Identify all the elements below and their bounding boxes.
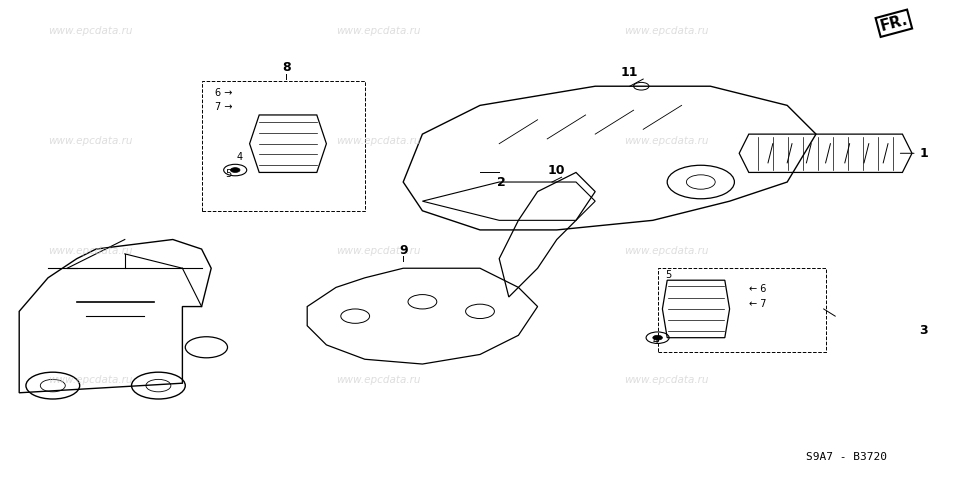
Text: 5: 5 xyxy=(665,270,672,280)
Text: www.epcdata.ru: www.epcdata.ru xyxy=(624,136,708,146)
Text: www.epcdata.ru: www.epcdata.ru xyxy=(624,246,708,256)
Bar xyxy=(658,268,826,352)
Text: www.epcdata.ru: www.epcdata.ru xyxy=(48,25,132,35)
Text: 8: 8 xyxy=(282,60,290,74)
Bar xyxy=(202,81,365,211)
Text: 4: 4 xyxy=(653,336,659,346)
Text: ← 6: ← 6 xyxy=(749,284,766,294)
Text: www.epcdata.ru: www.epcdata.ru xyxy=(48,246,132,256)
Text: 2: 2 xyxy=(497,175,506,189)
Text: 3: 3 xyxy=(920,324,928,337)
Text: www.epcdata.ru: www.epcdata.ru xyxy=(336,25,420,35)
Text: S9A7 - B3720: S9A7 - B3720 xyxy=(806,452,887,462)
Text: 5: 5 xyxy=(226,169,232,179)
Text: www.epcdata.ru: www.epcdata.ru xyxy=(624,375,708,385)
Text: 9: 9 xyxy=(399,243,407,257)
Text: 6 →: 6 → xyxy=(215,88,232,98)
Text: 7 →: 7 → xyxy=(215,102,232,112)
Text: FR.: FR. xyxy=(878,12,909,34)
Text: www.epcdata.ru: www.epcdata.ru xyxy=(336,136,420,146)
Circle shape xyxy=(230,168,240,172)
Text: www.epcdata.ru: www.epcdata.ru xyxy=(336,246,420,256)
Text: 10: 10 xyxy=(548,163,565,177)
Text: www.epcdata.ru: www.epcdata.ru xyxy=(336,375,420,385)
Text: 4: 4 xyxy=(236,152,242,162)
Text: ← 7: ← 7 xyxy=(749,298,766,308)
Text: www.epcdata.ru: www.epcdata.ru xyxy=(48,375,132,385)
Text: www.epcdata.ru: www.epcdata.ru xyxy=(48,136,132,146)
Text: www.epcdata.ru: www.epcdata.ru xyxy=(624,25,708,35)
Circle shape xyxy=(653,335,662,340)
Text: 11: 11 xyxy=(621,66,638,80)
Text: 1: 1 xyxy=(920,147,928,160)
